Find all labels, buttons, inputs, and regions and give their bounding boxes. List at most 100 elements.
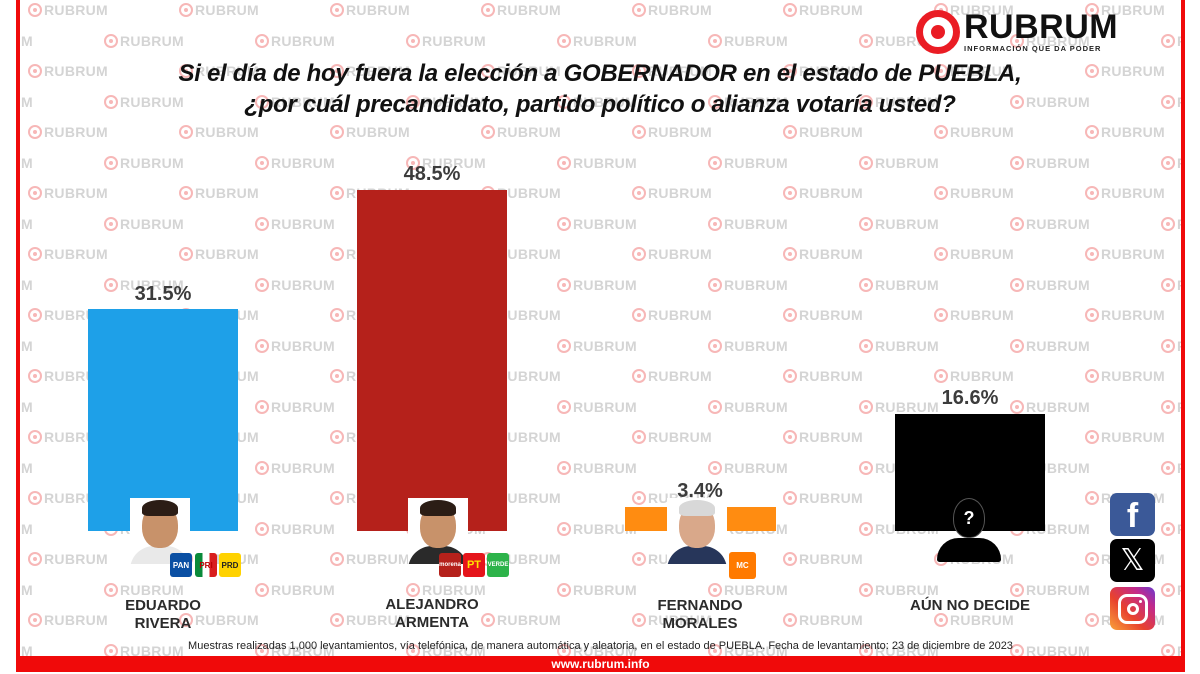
watermark: RUBRUM — [20, 154, 34, 171]
watermark: RUBRUM — [104, 582, 184, 598]
watermark: RUBRUM — [708, 338, 788, 354]
watermark: RUBRUM — [1085, 429, 1165, 445]
watermark: RUBRUM — [1085, 185, 1165, 201]
party-logo-pt: PT — [463, 553, 485, 577]
logo-ring-icon — [916, 10, 960, 54]
watermark: RUBRUM — [255, 33, 335, 49]
watermark: RUBRUM — [783, 429, 863, 445]
watermark: RUBRUM — [859, 216, 939, 232]
candidate-name-eduardo-rivera: EDUARDO RIVERA — [125, 597, 201, 632]
watermark: RUBRUM — [783, 551, 863, 567]
watermark: RUBRUM — [708, 216, 788, 232]
watermark: RUBRUM — [783, 246, 863, 262]
watermark: RUBRUM — [28, 63, 108, 79]
watermark: RUBRUM — [557, 399, 637, 415]
watermark: RUBRUM — [406, 33, 486, 49]
website-link[interactable]: www.rubrum.info — [16, 656, 1185, 672]
instagram-icon[interactable] — [1110, 587, 1155, 630]
watermark: RUBRUM — [1010, 582, 1090, 598]
watermark: RUBRUM — [179, 185, 259, 201]
watermark: RUBRUM — [783, 307, 863, 323]
watermark: RUBRUM — [859, 155, 939, 171]
watermark: RUBRUM — [28, 2, 108, 18]
watermark: RUBRUM — [708, 33, 788, 49]
watermark: RUBRUM — [255, 521, 335, 537]
watermark: RUBRUM — [255, 277, 335, 293]
watermark: RUBRUM — [20, 337, 34, 354]
watermark: RUBRUM — [104, 216, 184, 232]
watermark: RUBRUM — [1085, 307, 1165, 323]
watermark: RUBRUM — [20, 581, 34, 598]
watermark: RUBRUM — [28, 551, 108, 567]
watermark: RUBRUM — [330, 2, 410, 18]
watermark: RUBRUM — [1010, 216, 1090, 232]
watermark: RUBRUM — [632, 2, 712, 18]
watermark: RUBRUM — [104, 33, 184, 49]
watermark: RUBRUM — [1085, 124, 1165, 140]
watermark: RUBRUM — [783, 185, 863, 201]
watermark: RUBRUM — [255, 399, 335, 415]
watermark: RUBRUM — [783, 124, 863, 140]
facebook-icon[interactable]: f — [1110, 493, 1155, 536]
x-twitter-icon[interactable]: 𝕏 — [1110, 539, 1155, 582]
watermark: RUBRUM — [20, 93, 34, 110]
candidate-photo-fernando-morales — [667, 498, 727, 564]
candidate-name-aun-no-decide: AÚN NO DECIDE — [909, 597, 1030, 614]
watermark: RUBRUM — [708, 399, 788, 415]
party-logo-mc: MC — [729, 552, 756, 579]
watermark: RUBRUM — [632, 246, 712, 262]
watermark: RUBRUM — [1085, 246, 1165, 262]
bar-alejandro-armenta — [357, 190, 507, 531]
watermark: RUBRUM — [934, 368, 1014, 384]
watermark: RUBRUM — [934, 185, 1014, 201]
methodology-footnote: Muestras realizadas 1,000 levantamientos… — [188, 640, 1013, 652]
watermark: RUBRUM — [632, 185, 712, 201]
watermark: RUBRUM — [255, 155, 335, 171]
value-label-alejandro-armenta: 48.5% — [403, 163, 461, 185]
watermark: RUBRUM — [255, 582, 335, 598]
watermark: RUBRUM — [28, 124, 108, 140]
candidate-photo-eduardo-rivera — [130, 498, 190, 564]
watermark: RUBRUM — [179, 124, 259, 140]
watermark: RUBRUM — [783, 368, 863, 384]
watermark: RUBRUM — [1010, 338, 1090, 354]
watermark: RUBRUM — [632, 368, 712, 384]
watermark: RUBRUM — [28, 246, 108, 262]
watermark: RUBRUM — [481, 124, 561, 140]
watermark: RUBRUM — [708, 460, 788, 476]
watermark: RUBRUM — [557, 155, 637, 171]
watermark: RUBRUM — [1161, 521, 1181, 537]
value-label-eduardo-rivera: 31.5% — [134, 283, 192, 305]
watermark: RUBRUM — [28, 185, 108, 201]
chart-title: Si el día de hoy fuera la elección a GOB… — [100, 58, 1100, 120]
watermark: RUBRUM — [481, 2, 561, 18]
frame-left-border — [16, 0, 20, 660]
watermark: RUBRUM — [783, 490, 863, 506]
watermark: RUBRUM — [1010, 155, 1090, 171]
watermark: RUBRUM — [104, 155, 184, 171]
party-logo-pri: PRI — [195, 553, 217, 577]
watermark: RUBRUM — [1161, 338, 1181, 354]
chart-title-line1: Si el día de hoy fuera la elección a GOB… — [178, 60, 1022, 87]
watermark: RUBRUM — [557, 460, 637, 476]
watermark: RUBRUM — [255, 460, 335, 476]
watermark: RUBRUM — [859, 277, 939, 293]
watermark: RUBRUM — [934, 246, 1014, 262]
watermark: RUBRUM — [708, 155, 788, 171]
party-logo-prd: PRD — [219, 553, 241, 577]
watermark: RUBRUM — [557, 582, 637, 598]
party-logo-pan: PAN — [170, 553, 192, 577]
party-logo-verde: VERDE — [487, 553, 509, 577]
watermark: RUBRUM — [1010, 277, 1090, 293]
watermark: RUBRUM — [1161, 216, 1181, 232]
watermark: RUBRUM — [934, 124, 1014, 140]
party-logo-morena: morena — [439, 553, 461, 577]
watermark: RUBRUM — [783, 612, 863, 628]
logo-tagline: INFORMACIÓN QUE DA PODER — [964, 44, 1102, 53]
watermark: RUBRUM — [708, 277, 788, 293]
chart-title-line2: ¿por cuál precandidato, partido político… — [244, 91, 956, 118]
watermark: RUBRUM — [708, 582, 788, 598]
watermark: RUBRUM — [255, 216, 335, 232]
candidate-name-fernando-morales: FERNANDO MORALES — [657, 597, 743, 632]
value-label-fernando-morales: 3.4% — [677, 480, 723, 502]
